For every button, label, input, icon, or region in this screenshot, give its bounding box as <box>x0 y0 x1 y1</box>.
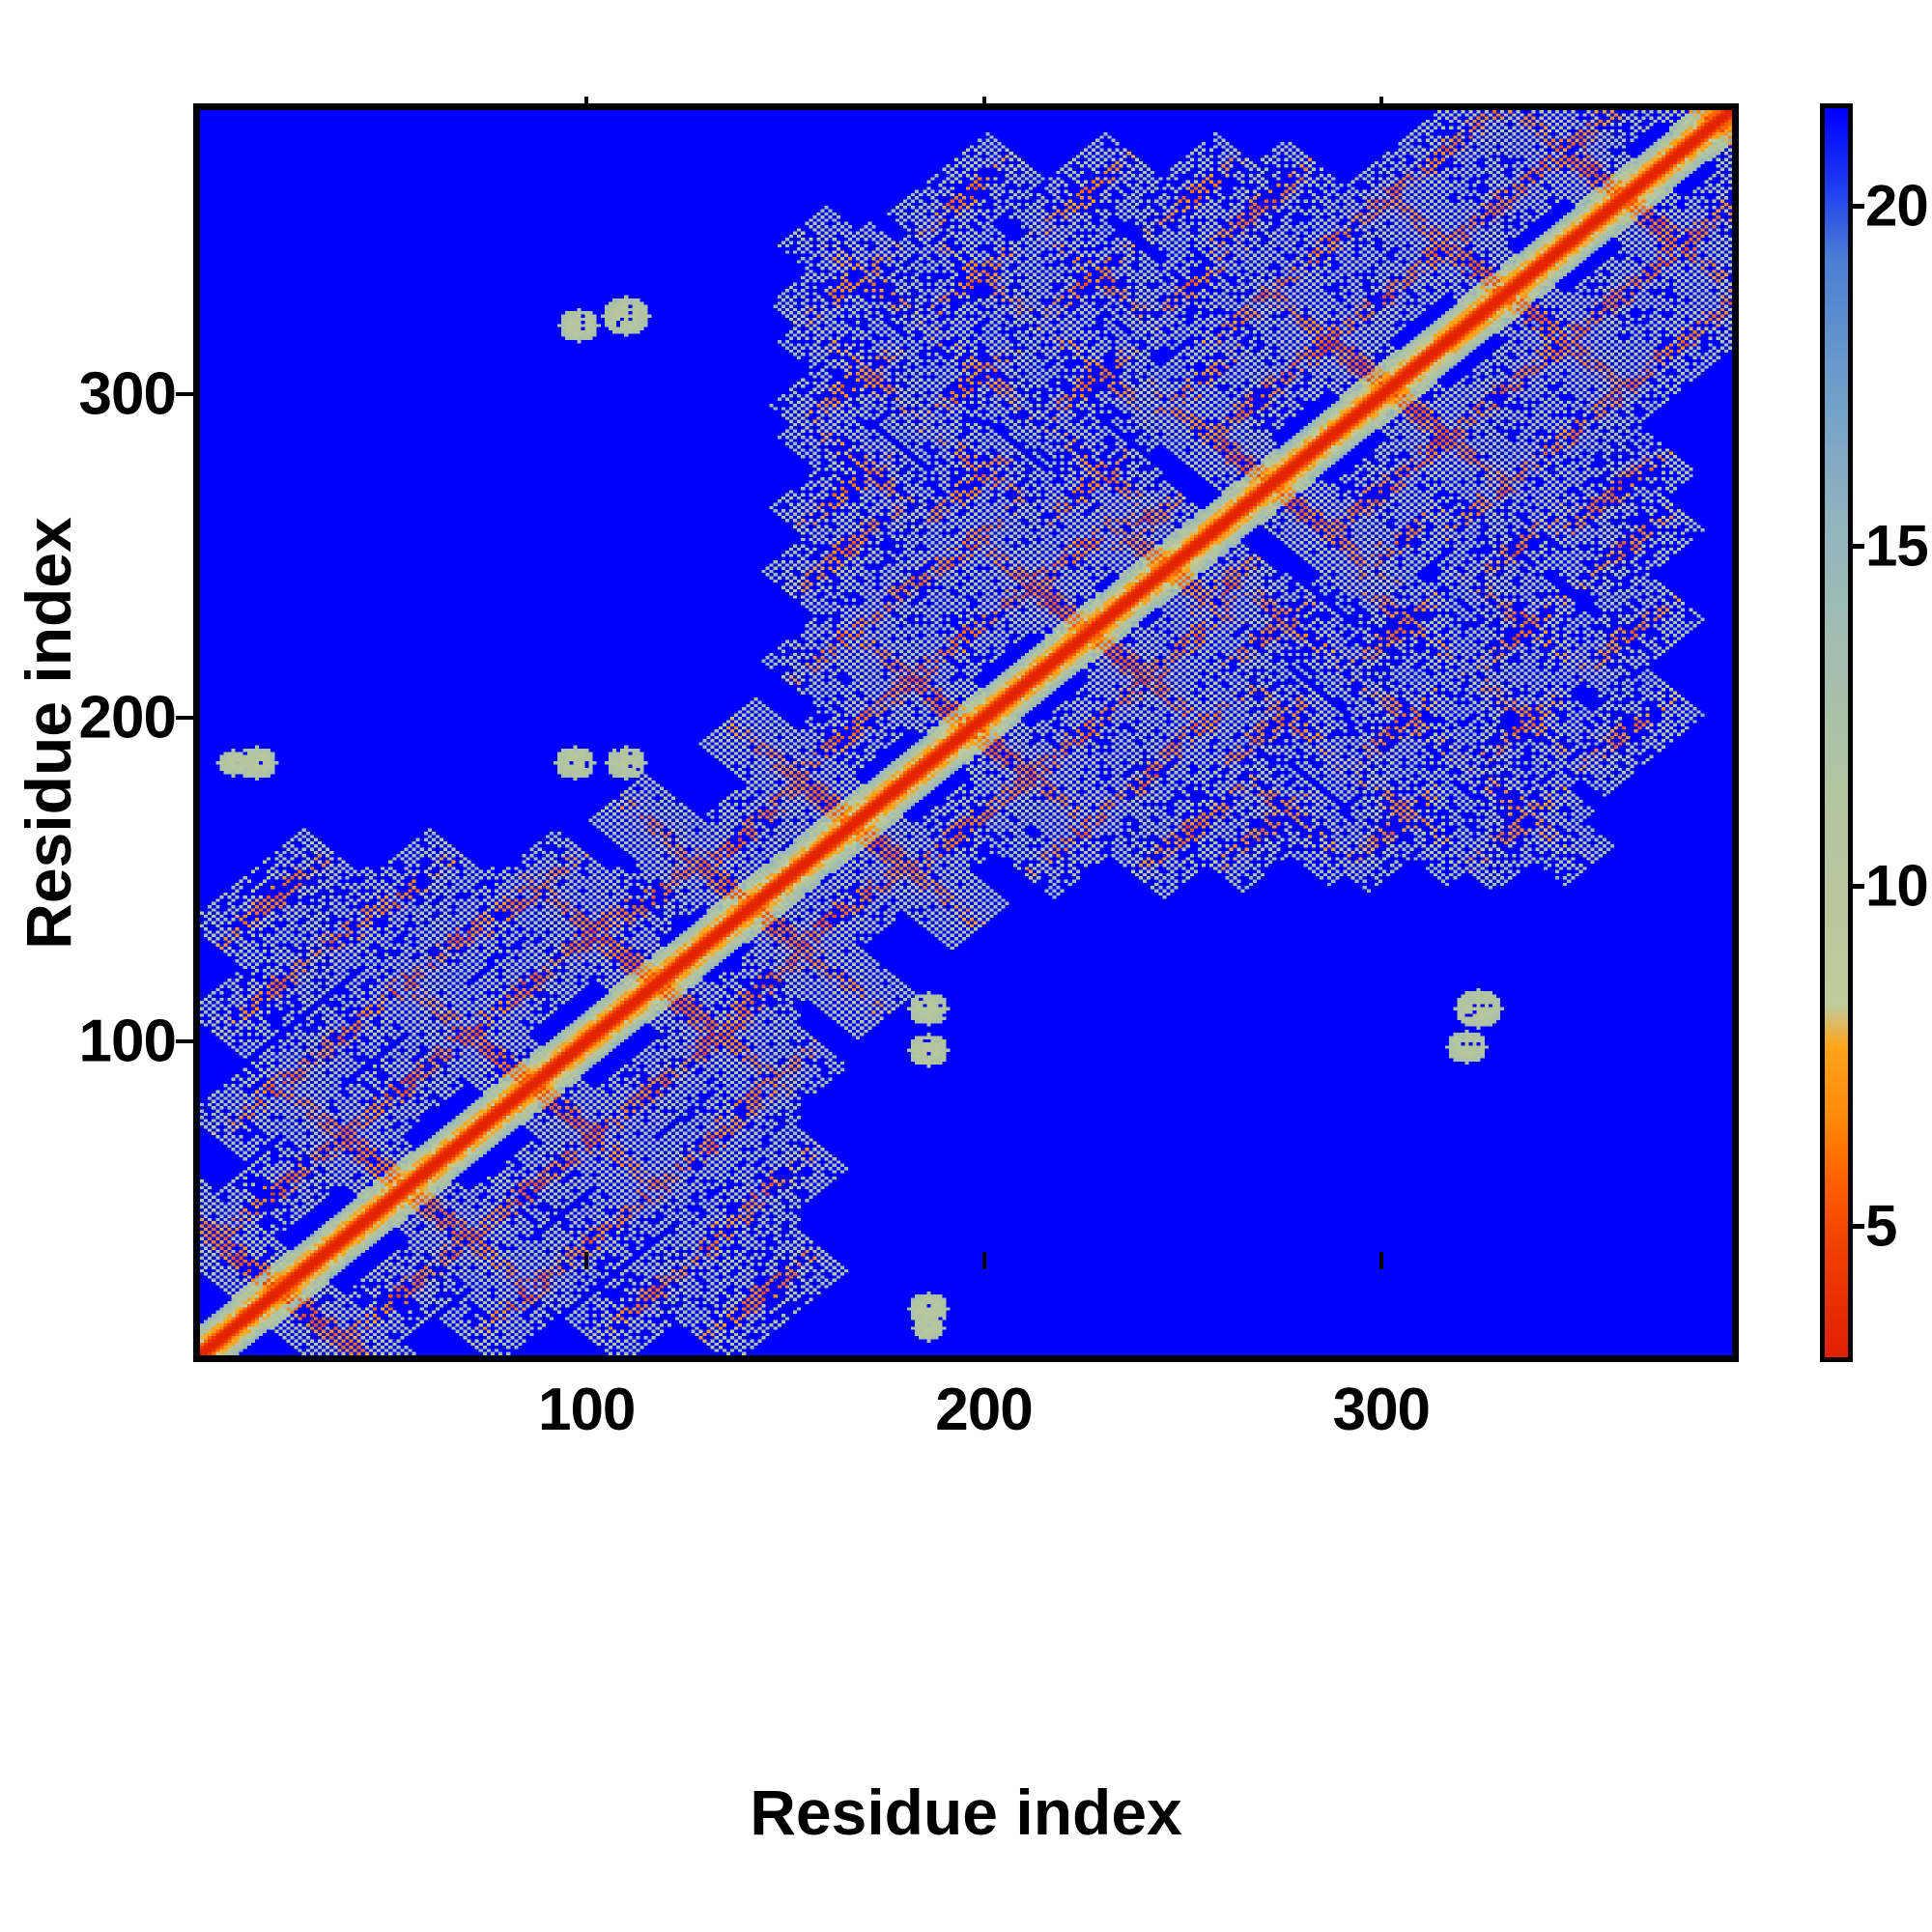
x-tick-top-100 <box>584 97 589 107</box>
colorbar <box>1820 103 1853 1362</box>
y-axis-label: Residue index <box>13 517 84 950</box>
colorbar-tick-10 <box>1853 883 1864 889</box>
x-tick-label-100: 100 <box>537 1377 636 1443</box>
colorbar-tick-5 <box>1853 1224 1864 1230</box>
y-tick-label-200: 200 <box>78 684 177 752</box>
x-tick-top-300 <box>1378 97 1383 107</box>
y-tick-100 <box>176 1039 193 1044</box>
colorbar-tick-label-10: 10 <box>1865 853 1929 919</box>
colorbar-tick-15 <box>1853 543 1864 549</box>
x-tick-label-300: 300 <box>1332 1377 1431 1443</box>
x-tick-label-200: 200 <box>935 1377 1033 1443</box>
x-tick-200 <box>981 1252 986 1269</box>
heatmap-plot-area <box>193 103 1739 1362</box>
x-axis-label: Residue index <box>750 1776 1182 1848</box>
colorbar-tick-20 <box>1853 203 1864 209</box>
colorbar-tick-label-15: 15 <box>1865 513 1929 579</box>
contact-map-heatmap <box>200 110 1732 1355</box>
colorbar-tick-label-20: 20 <box>1865 173 1929 239</box>
colorbar-tick-label-5: 5 <box>1865 1193 1897 1259</box>
y-tick-200 <box>176 716 193 721</box>
y-tick-label-100: 100 <box>78 1008 177 1075</box>
x-tick-300 <box>1378 1252 1383 1269</box>
y-tick-300 <box>176 392 193 397</box>
colorbar-gradient <box>1825 108 1848 1357</box>
x-tick-top-200 <box>981 97 986 107</box>
x-tick-100 <box>584 1252 589 1269</box>
y-tick-label-300: 300 <box>78 360 177 428</box>
